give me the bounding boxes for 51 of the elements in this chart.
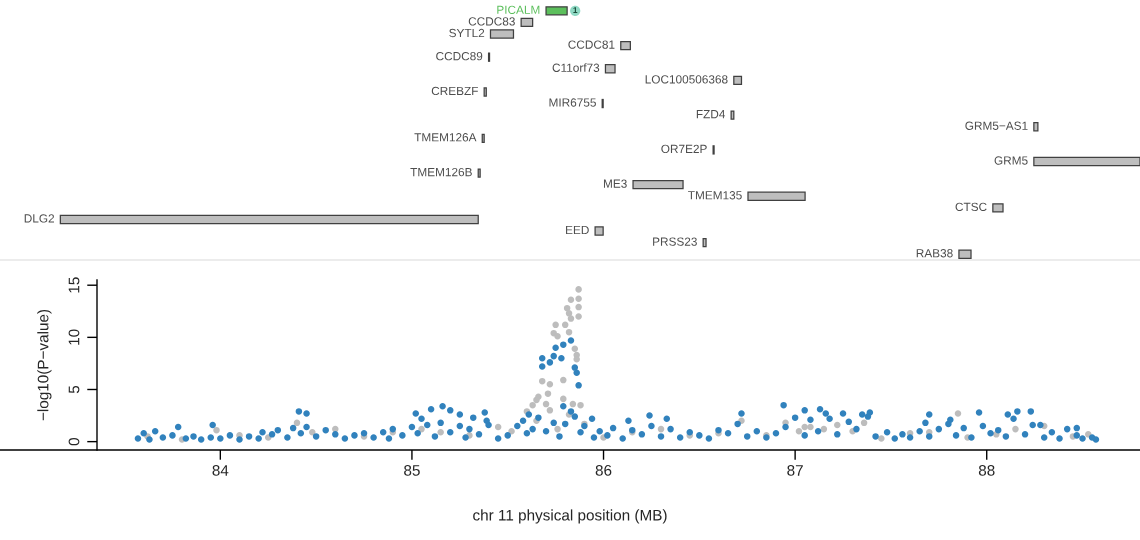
category-label: TMEM126A [414,133,477,142]
x-axis-title: chr 11 physical position (MB) [473,509,667,524]
category-label: CREBZF [431,86,478,96]
bar [992,203,1004,213]
bar [733,75,743,86]
y-tick-label: 15 [68,277,80,293]
category-label: TMEM126B [410,167,472,177]
y-tick-label: 10 [68,329,80,345]
bar [747,191,806,201]
x-tick-label: 86 [595,464,612,476]
bar [489,29,515,39]
category-label: DLG2 [24,214,55,223]
y-tick-label: 5 [68,385,80,394]
category-label: PRSS23 [653,237,697,246]
bar [545,6,568,16]
bar [632,179,684,190]
category-label: EED [566,225,589,235]
category-label: GRM5 [994,156,1028,165]
bar [483,87,487,97]
category-label: CCDC83 [468,17,515,26]
category-label: CCDC81 [568,40,615,49]
category-label: ME3 [603,179,627,188]
x-tick-label: 87 [787,464,803,476]
category-label: MIR6755 [549,98,596,107]
bar [1033,156,1140,167]
bar [620,40,631,51]
category-label: FZD4 [696,110,726,119]
x-tick-label: 88 [978,464,995,476]
category-label: TMEM135 [688,191,742,200]
category-label: CTSC [955,202,987,212]
category-label: SYTL2 [449,28,485,38]
bar [730,110,735,120]
bar [1033,122,1039,132]
bar [520,17,534,28]
bar [604,64,616,74]
category-label: OR7E2P [661,144,707,154]
category-label: RAB38 [916,249,953,258]
bar [702,237,707,248]
category-label: LOC100506368 [645,75,728,84]
category-label: C11orf73 [552,63,600,72]
bar [59,214,479,225]
y-tick-label: 0 [68,437,80,446]
bar [958,249,972,259]
annotation: 1 [573,7,578,13]
bar [594,226,604,236]
category-label: GRM5−AS1 [965,121,1028,130]
category-label: CCDC89 [436,51,483,61]
x-tick-label: 85 [404,464,420,476]
y-axis-title: −log10(P−value) [37,309,52,421]
category-label: PICALM [497,5,540,14]
x-tick-label: 84 [212,464,229,476]
